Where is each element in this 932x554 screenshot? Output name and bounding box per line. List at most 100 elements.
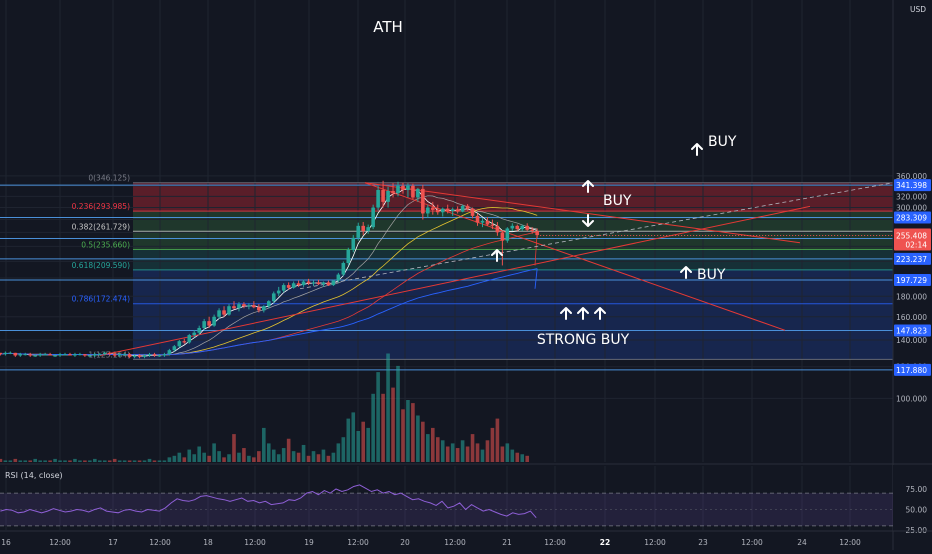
candle-body[interactable] [530, 229, 534, 232]
candle-body[interactable] [0, 352, 3, 355]
candle-body[interactable] [361, 225, 366, 232]
candle-body[interactable] [445, 208, 450, 212]
candle-body[interactable] [470, 208, 475, 216]
candle-body[interactable] [321, 282, 326, 285]
candle-body[interactable] [3, 352, 8, 355]
candle-body[interactable] [286, 285, 291, 288]
candle-body[interactable] [222, 310, 226, 315]
candle-body[interactable] [326, 282, 331, 286]
candle-body[interactable] [301, 281, 306, 286]
candle-body[interactable] [167, 350, 172, 355]
time-axis[interactable]: 16 12:00 17 12:00 18 12:00 19 12:00 20 12:00 21 12:… [0, 530, 932, 547]
candle-body[interactable] [177, 341, 182, 347]
candle-body[interactable] [351, 237, 356, 250]
candle-body[interactable] [316, 282, 321, 285]
candle-body[interactable] [266, 301, 271, 307]
candle-body[interactable] [406, 185, 410, 190]
candle-body[interactable] [480, 220, 485, 223]
rsi-line[interactable] [0, 484, 537, 519]
candle-body[interactable] [197, 327, 201, 333]
candle-body[interactable] [421, 188, 425, 214]
candles[interactable] [0, 180, 539, 359]
candle-body[interactable] [58, 354, 62, 356]
candle-body[interactable] [381, 189, 385, 202]
candle-body[interactable] [341, 263, 346, 275]
candle-body[interactable] [207, 321, 211, 326]
candle-body[interactable] [237, 304, 241, 309]
candle-body[interactable] [18, 354, 23, 356]
candle-body[interactable] [192, 332, 197, 336]
candle-body[interactable] [426, 207, 430, 214]
candle-body[interactable] [212, 316, 216, 326]
candle-body[interactable] [252, 305, 256, 308]
candle-body[interactable] [331, 280, 336, 286]
candle-body[interactable] [162, 354, 167, 356]
candle-body[interactable] [465, 205, 470, 209]
candle-body[interactable] [262, 306, 266, 311]
candle-body[interactable] [371, 207, 375, 228]
candle-body[interactable] [336, 274, 341, 281]
candle-body[interactable] [366, 227, 370, 232]
candle-body[interactable] [247, 305, 251, 307]
price-axis[interactable]: USD360.000340.000320.000300.000280.00026… [540, 0, 932, 550]
candle-body[interactable] [311, 282, 316, 284]
candle-body[interactable] [535, 231, 539, 236]
candle-body[interactable] [485, 220, 490, 225]
candle-body[interactable] [440, 208, 445, 213]
candle-body[interactable] [78, 354, 82, 356]
candle-body[interactable] [43, 354, 47, 356]
candle-body[interactable] [68, 354, 72, 356]
candle-body[interactable] [23, 354, 28, 356]
candle-body[interactable] [112, 354, 117, 356]
candle-body[interactable] [93, 354, 97, 356]
candle-body[interactable] [460, 205, 465, 212]
candle-body[interactable] [455, 209, 460, 212]
candle-body[interactable] [33, 355, 37, 357]
candle-body[interactable] [510, 225, 515, 229]
candle-body[interactable] [396, 185, 400, 194]
candle-body[interactable] [500, 232, 505, 241]
candle-body[interactable] [122, 354, 127, 356]
candle-body[interactable] [401, 185, 405, 190]
candle-body[interactable] [450, 209, 455, 212]
candle-body[interactable] [98, 354, 102, 356]
candle-body[interactable] [172, 346, 177, 351]
candle-body[interactable] [306, 281, 311, 284]
candle-body[interactable] [291, 283, 296, 288]
candle-body[interactable] [202, 321, 206, 328]
candle-body[interactable] [182, 341, 187, 343]
candle-body[interactable] [152, 354, 157, 356]
candle-body[interactable] [102, 352, 107, 355]
candle-body[interactable] [416, 188, 420, 198]
candle-body[interactable] [8, 352, 13, 354]
candle-body[interactable] [147, 354, 152, 356]
candle-body[interactable] [227, 306, 231, 315]
candle-body[interactable] [356, 225, 361, 238]
candle-body[interactable] [63, 354, 67, 356]
candle-body[interactable] [490, 224, 495, 226]
candle-body[interactable] [430, 207, 435, 210]
candle-body[interactable] [411, 185, 415, 198]
candle-body[interactable] [38, 354, 42, 356]
candle-body[interactable] [391, 190, 395, 194]
candle-body[interactable] [232, 306, 236, 309]
candle-body[interactable] [48, 354, 52, 356]
candle-body[interactable] [435, 209, 440, 213]
candle-body[interactable] [495, 225, 500, 233]
candle-body[interactable] [217, 310, 221, 317]
candle-body[interactable] [520, 225, 525, 230]
candle-body[interactable] [386, 190, 390, 202]
candle-body[interactable] [53, 355, 57, 357]
candle-body[interactable] [271, 293, 276, 302]
candle-body[interactable] [107, 352, 112, 355]
candle-body[interactable] [242, 304, 246, 307]
candle-body[interactable] [132, 355, 137, 357]
candle-body[interactable] [525, 225, 530, 230]
candle-body[interactable] [515, 225, 520, 230]
candle-body[interactable] [13, 352, 18, 356]
candle-body[interactable] [73, 354, 77, 356]
candle-body[interactable] [117, 354, 122, 356]
candle-body[interactable] [296, 283, 301, 286]
candle-body[interactable] [346, 249, 351, 264]
